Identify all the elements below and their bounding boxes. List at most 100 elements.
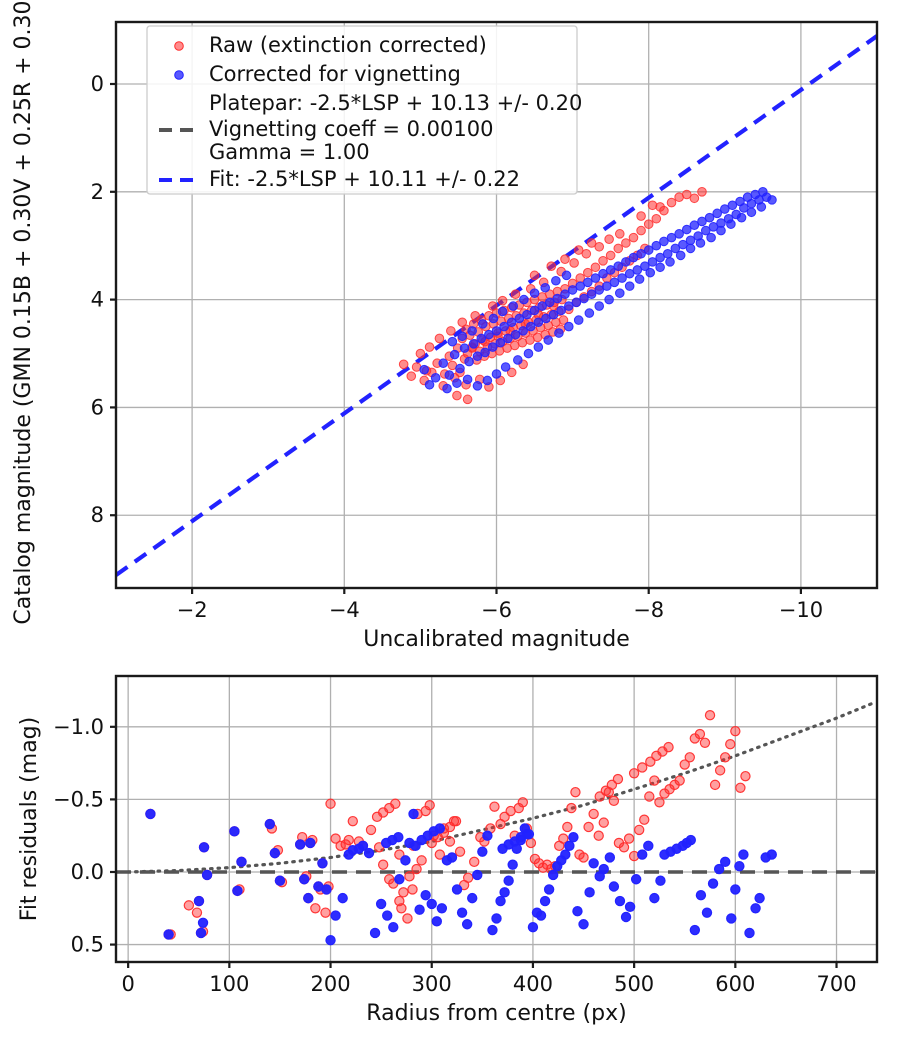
- data-point: [727, 200, 738, 211]
- residual-point: [396, 903, 407, 914]
- residual-point: [588, 808, 599, 820]
- residual-point: [431, 916, 442, 927]
- data-point: [563, 301, 574, 311]
- residual-point: [317, 858, 328, 869]
- residual-point: [730, 725, 741, 737]
- data-point: [424, 342, 435, 352]
- residual-point: [637, 849, 648, 860]
- data-point: [594, 301, 605, 311]
- residual-point: [330, 910, 341, 921]
- data-point: [537, 301, 547, 311]
- residual-point: [725, 739, 736, 750]
- residual-point: [663, 741, 674, 753]
- data-point: [506, 367, 517, 378]
- data-point: [605, 250, 616, 261]
- data-point: [508, 301, 519, 311]
- residual-point: [467, 892, 478, 904]
- residual-point: [654, 797, 665, 808]
- data-point: [487, 342, 498, 352]
- residual-point: [426, 898, 437, 910]
- residual-point: [521, 829, 533, 840]
- data-point: [560, 254, 570, 264]
- residual-point: [730, 884, 741, 895]
- data-point: [523, 348, 534, 359]
- residual-point: [543, 884, 555, 895]
- residual-point: [503, 875, 514, 886]
- data-point: [604, 294, 614, 305]
- residual-point: [750, 903, 761, 914]
- residual-point: [357, 840, 369, 852]
- legend-label: Platepar: -2.5*LSP + 10.13 +/- 0.20: [209, 91, 582, 115]
- legend-label: Fit: -2.5*LSP + 10.11 +/- 0.22: [209, 167, 520, 191]
- data-point: [697, 187, 707, 197]
- residual-point: [400, 855, 411, 866]
- residual-point: [649, 775, 660, 786]
- residual-point: [393, 831, 404, 843]
- data-point: [484, 329, 494, 340]
- residual-point: [325, 798, 336, 809]
- data-point: [613, 261, 624, 271]
- data-point: [685, 243, 696, 254]
- data-point: [614, 288, 625, 298]
- data-point: [497, 295, 508, 306]
- residual-point: [363, 847, 375, 859]
- data-point: [457, 317, 468, 328]
- residual-point: [191, 907, 203, 918]
- y-axis-label: Catalog magnitude (GMN 0.15B + 0.30V + 0…: [11, 0, 36, 625]
- data-point: [522, 309, 532, 320]
- residual-point: [568, 831, 579, 843]
- data-point: [736, 212, 747, 223]
- x-axis-label: Uncalibrated magnitude: [363, 627, 629, 652]
- data-point: [472, 351, 483, 362]
- data-point: [525, 321, 536, 332]
- residual-series-raw: [145, 709, 751, 940]
- residual-point: [305, 837, 316, 849]
- residual-point: [570, 786, 581, 798]
- residual-point: [525, 837, 537, 849]
- residual-point: [633, 824, 645, 836]
- x-axis-label: Radius from centre (px): [366, 1001, 626, 1026]
- data-point: [406, 371, 417, 381]
- residual-point: [446, 852, 458, 863]
- residual-point: [398, 887, 409, 898]
- legend-box: [146, 25, 578, 195]
- x-tick-label: −2: [177, 598, 208, 622]
- residual-series-corrected: [145, 808, 777, 946]
- upper-plot-data: [116, 34, 877, 577]
- residual-point: [482, 830, 493, 841]
- residual-point: [694, 728, 706, 740]
- data-point: [430, 372, 441, 383]
- data-point: [655, 252, 665, 263]
- scatter-series-corrected: [419, 187, 777, 394]
- x-tick-label: 500: [614, 972, 654, 996]
- x-tick-label: 600: [715, 972, 755, 996]
- x-tick-label: 700: [816, 972, 856, 996]
- data-point: [560, 289, 570, 300]
- residual-point: [416, 855, 427, 866]
- residual-point: [232, 885, 243, 897]
- x-tick-label: −10: [779, 598, 823, 622]
- data-point: [624, 268, 635, 279]
- residual-point: [624, 901, 636, 913]
- x-tick-label: 300: [412, 972, 452, 996]
- residual-point: [612, 773, 624, 785]
- data-point: [434, 333, 445, 344]
- data-point: [659, 236, 669, 247]
- data-point: [398, 359, 409, 370]
- legend: Raw (extinction corrected) Corrected for …: [146, 25, 582, 195]
- data-point: [563, 321, 574, 332]
- data-point: [415, 348, 426, 359]
- residual-point: [639, 814, 650, 825]
- residual-point: [310, 903, 321, 914]
- data-point: [529, 288, 540, 298]
- residual-point: [572, 905, 583, 917]
- residual-point: [701, 907, 713, 918]
- data-point: [647, 257, 658, 267]
- data-point: [739, 203, 749, 213]
- residual-point: [584, 887, 595, 898]
- legend-label: Raw (extinction corrected): [209, 33, 487, 57]
- data-point: [712, 208, 722, 219]
- y-tick-label: −0.5: [53, 787, 104, 811]
- residual-point: [388, 921, 399, 933]
- data-point: [457, 331, 468, 342]
